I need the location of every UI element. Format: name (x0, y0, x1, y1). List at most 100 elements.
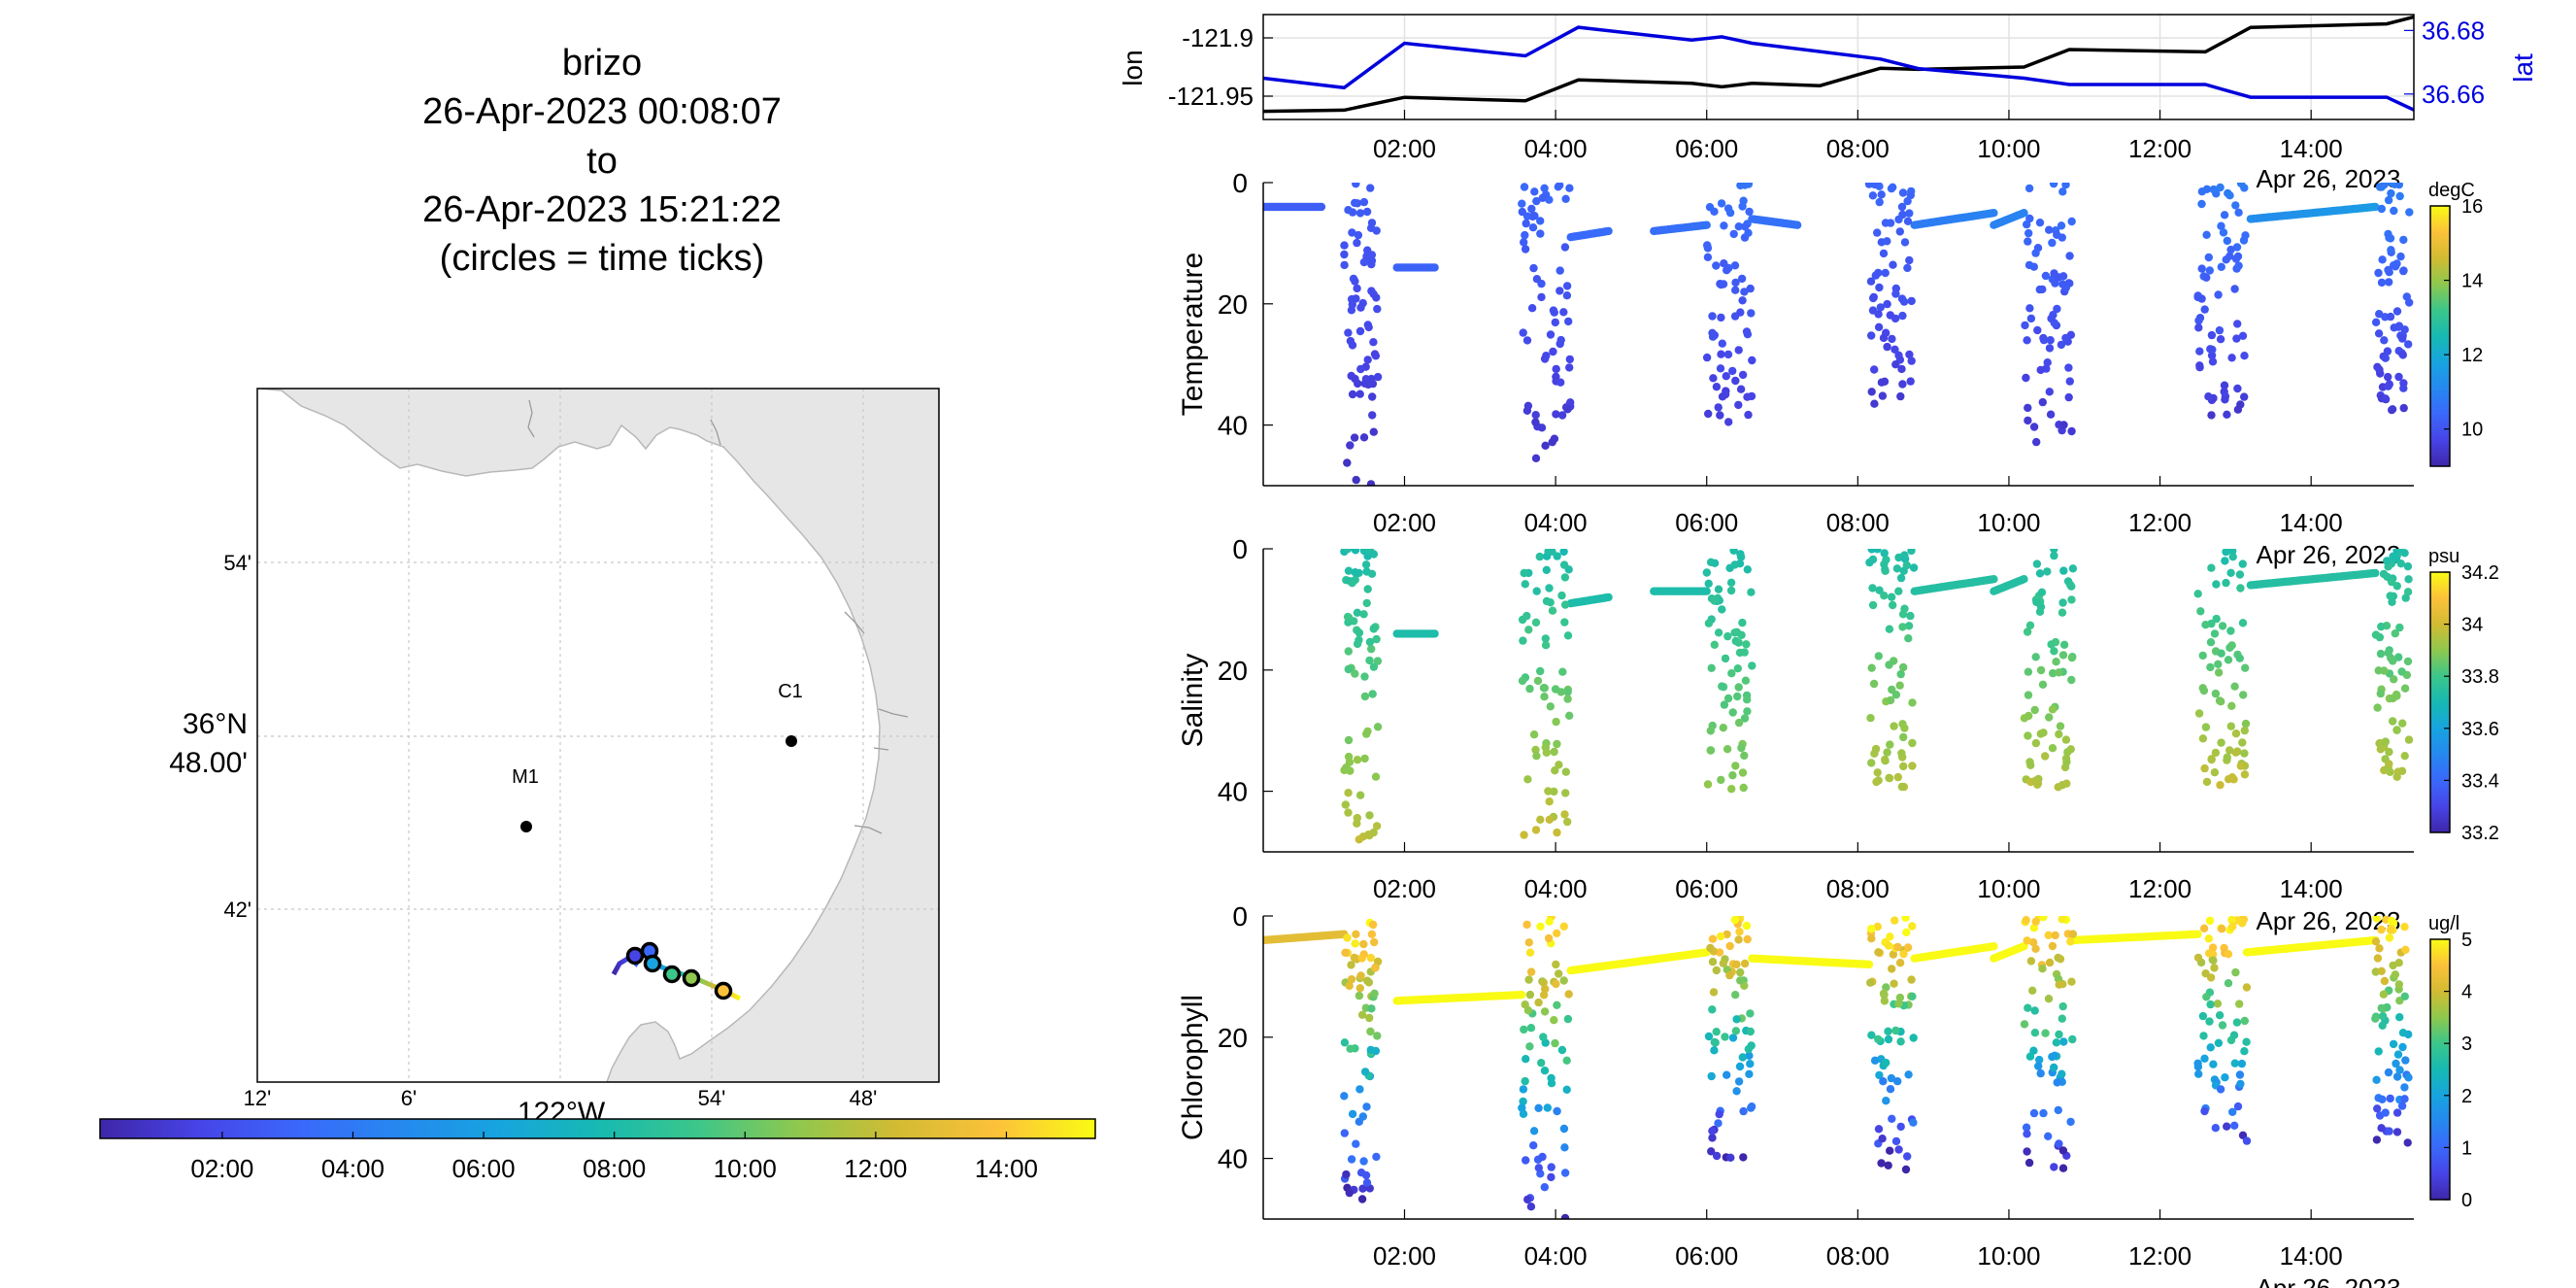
data-point (2034, 1062, 2043, 1070)
data-point (1908, 738, 1917, 748)
data-point (2050, 647, 2058, 656)
data-point (2233, 1102, 2243, 1111)
data-point (1551, 318, 1560, 327)
data-point (2398, 351, 2407, 359)
data-point (1359, 939, 1368, 949)
data-point (1552, 960, 1560, 969)
data-point (1734, 935, 1743, 944)
data-point (2209, 185, 2218, 194)
data-point (1373, 957, 1383, 966)
data-point (1430, 263, 1439, 272)
data-point (2226, 245, 2235, 254)
data-point (1362, 729, 1371, 738)
data-point (1886, 695, 1895, 705)
data-point (2024, 1003, 2032, 1012)
data-point (1540, 693, 1549, 701)
data-point (1880, 592, 1889, 600)
data-point (1704, 409, 1713, 419)
data-point (1728, 1034, 1738, 1042)
data-point (1890, 345, 1899, 354)
data-point (2023, 336, 2031, 345)
data-point (1344, 566, 1354, 575)
data-point (2404, 340, 2413, 349)
data-point (2221, 557, 2229, 565)
data-point (1886, 932, 1894, 941)
data-point (1906, 611, 1915, 621)
data-point (2024, 1158, 2034, 1168)
map-lon-tick: 12' (244, 1086, 272, 1110)
data-point (2030, 705, 2039, 715)
data-point (1878, 1135, 1887, 1143)
title-to: to (586, 141, 618, 182)
data-point (2023, 220, 2031, 229)
data-point (2206, 662, 2215, 672)
data-point (1717, 313, 1725, 322)
data-point (1357, 1195, 1367, 1203)
data-point (1708, 332, 1718, 341)
data-point (1362, 1102, 1371, 1111)
data-point (2377, 1003, 2386, 1013)
data-point (2392, 1072, 2402, 1081)
data-point (2240, 352, 2249, 360)
panel-colorbar-tick-label: 12 (2461, 345, 2483, 366)
data-point (1741, 222, 1750, 231)
data-point (2207, 563, 2216, 572)
data-point (1531, 418, 1540, 426)
data-point (1724, 418, 1733, 426)
station-m1-label: M1 (512, 766, 539, 788)
data-point (2403, 561, 2413, 571)
data-point (1709, 374, 1718, 383)
data-point (1317, 202, 1326, 212)
data-point (2202, 185, 2212, 193)
data-point (1548, 438, 1556, 447)
data-point (1882, 983, 1890, 992)
data-point (1530, 212, 1539, 220)
data-point (2211, 1124, 2220, 1133)
data-point (2223, 1122, 2231, 1131)
data-point (1527, 204, 1536, 214)
data-point (1722, 372, 1731, 381)
data-point (1562, 291, 1572, 300)
data-point (2053, 1078, 2061, 1087)
data-point (2064, 363, 2073, 372)
panel-ylabel: Salinity (1177, 654, 1209, 748)
data-point (2050, 1063, 2058, 1072)
map-lat-label-minutes: 48.00' (169, 747, 248, 779)
data-point (1708, 934, 1718, 943)
data-point (1364, 978, 1374, 987)
data-point (2055, 1139, 2063, 1148)
data-point (1350, 433, 1359, 442)
data-point (1551, 685, 1560, 694)
map-grid (257, 389, 939, 1082)
data-point (1359, 1157, 1368, 1166)
data-point (1369, 550, 1379, 559)
data-point (1743, 565, 1753, 574)
data-point (1525, 1042, 1534, 1051)
data-point (2397, 667, 2406, 676)
data-point (1714, 628, 1723, 637)
data-point (2213, 1000, 2223, 1008)
map-lon-tick: 54' (698, 1086, 726, 1110)
data-point (1740, 751, 1749, 761)
data-point (2216, 335, 2225, 344)
data-point (1550, 747, 1558, 757)
data-point (2029, 924, 2039, 932)
navigation-panel: -121.9 -121.95 36.68 36.66 lon lat 02:00 04:… (1118, 14, 2538, 193)
data-point (2055, 729, 2063, 739)
data-point (1738, 296, 1747, 305)
map-lat-tick: 54' (223, 551, 251, 575)
data-point (2230, 285, 2239, 293)
data-point (2401, 945, 2410, 954)
data-point (1565, 363, 1574, 372)
data-point (1869, 292, 1879, 302)
panel-ytick-label: 40 (1218, 1144, 1248, 1174)
data-point (1867, 331, 1876, 340)
data-point (2035, 219, 2045, 227)
panel-colorbar-units: ug/l (2428, 913, 2459, 934)
data-point (1736, 976, 1745, 985)
data-point (2227, 916, 2236, 925)
data-point (1542, 565, 1552, 574)
data-point (1535, 552, 1545, 561)
data-point (2395, 191, 2404, 201)
data-point (1522, 1055, 1530, 1064)
